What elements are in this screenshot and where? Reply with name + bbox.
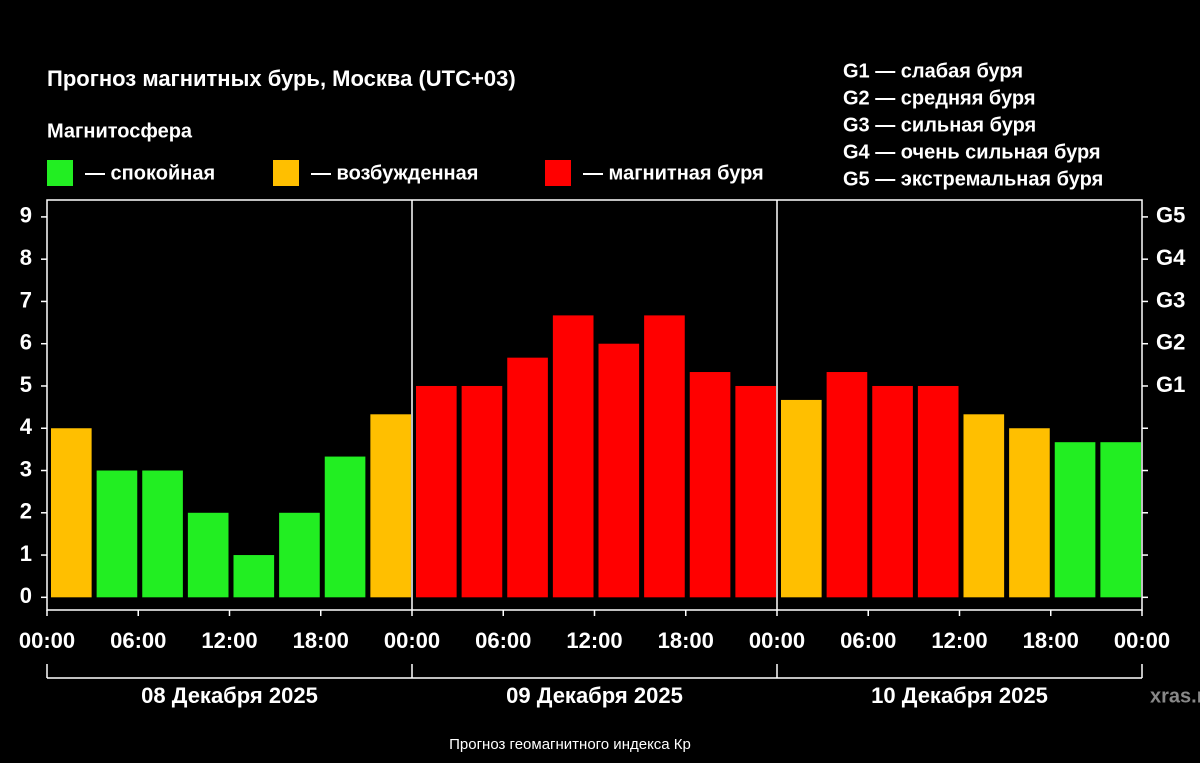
bar — [279, 512, 320, 598]
y2-tick-label: G4 — [1156, 245, 1186, 270]
x-tick-label: 12:00 — [566, 628, 622, 653]
bar — [416, 385, 457, 598]
y-tick-label: 9 — [20, 203, 32, 228]
bar — [142, 470, 183, 598]
watermark: xras.ru — [1150, 685, 1200, 707]
bar — [370, 414, 411, 598]
legend-label: — спокойная — [85, 162, 215, 184]
bar — [507, 357, 548, 598]
legend-title: Магнитосфера — [47, 120, 193, 142]
day-label: 08 Декабря 2025 — [141, 683, 318, 708]
y2-tick-label: G5 — [1156, 203, 1185, 228]
y-tick-label: 6 — [20, 330, 32, 355]
y-tick-label: 1 — [20, 541, 32, 566]
bar — [233, 555, 275, 598]
storm-scale-item: G2 — средняя буря — [843, 87, 1036, 109]
x-tick-label: 06:00 — [840, 628, 896, 653]
y2-tick-label: G2 — [1156, 330, 1185, 355]
bar — [872, 385, 913, 598]
bar — [689, 372, 731, 598]
x-tick-label: 12:00 — [201, 628, 257, 653]
y-tick-label: 8 — [20, 245, 32, 270]
storm-scale-item: G4 — очень сильная буря — [843, 141, 1101, 163]
storm-scale-item: G1 — слабая буря — [843, 60, 1023, 82]
x-tick-label: 12:00 — [931, 628, 987, 653]
x-tick-label: 06:00 — [110, 628, 166, 653]
y-tick-label: 2 — [20, 499, 32, 524]
day-label: 10 Декабря 2025 — [871, 683, 1048, 708]
bar — [1009, 428, 1050, 598]
legend-swatch — [273, 160, 299, 186]
bar — [461, 385, 503, 598]
y-tick-label: 0 — [20, 583, 32, 608]
bar — [96, 470, 138, 598]
y-tick-label: 5 — [20, 372, 32, 397]
bar — [1100, 442, 1141, 598]
bar — [826, 372, 868, 598]
x-tick-label: 00:00 — [749, 628, 805, 653]
bar — [598, 343, 640, 598]
storm-scale-item: G5 — экстремальная буря — [843, 168, 1103, 190]
bar — [781, 399, 822, 598]
x-tick-label: 18:00 — [293, 628, 349, 653]
bar — [51, 428, 92, 598]
footer: Прогноз геомагнитного индекса Кр — [449, 736, 691, 753]
chart-title: Прогноз магнитных бурь, Москва (UTC+03) — [47, 66, 516, 91]
bar — [735, 385, 776, 598]
bar — [187, 512, 229, 598]
x-tick-label: 18:00 — [658, 628, 714, 653]
bar — [1054, 442, 1096, 598]
legend-label: — магнитная буря — [583, 162, 764, 184]
bar — [963, 414, 1005, 598]
y-tick-label: 4 — [20, 414, 33, 439]
bar — [644, 315, 685, 598]
day-label: 09 Декабря 2025 — [506, 683, 683, 708]
storm-scale-item: G3 — сильная буря — [843, 114, 1036, 136]
legend-swatch — [545, 160, 571, 186]
x-tick-label: 00:00 — [384, 628, 440, 653]
x-tick-label: 00:00 — [19, 628, 75, 653]
bar — [324, 456, 366, 598]
x-tick-label: 06:00 — [475, 628, 531, 653]
y2-tick-label: G1 — [1156, 372, 1185, 397]
y-tick-label: 7 — [20, 287, 32, 312]
y-tick-label: 3 — [20, 456, 32, 481]
y2-tick-label: G3 — [1156, 287, 1185, 312]
x-tick-label: 00:00 — [1114, 628, 1170, 653]
legend-swatch — [47, 160, 73, 186]
legend-label: — возбужденная — [311, 162, 478, 184]
x-tick-label: 18:00 — [1023, 628, 1079, 653]
bar — [917, 385, 959, 598]
bar — [552, 315, 594, 598]
